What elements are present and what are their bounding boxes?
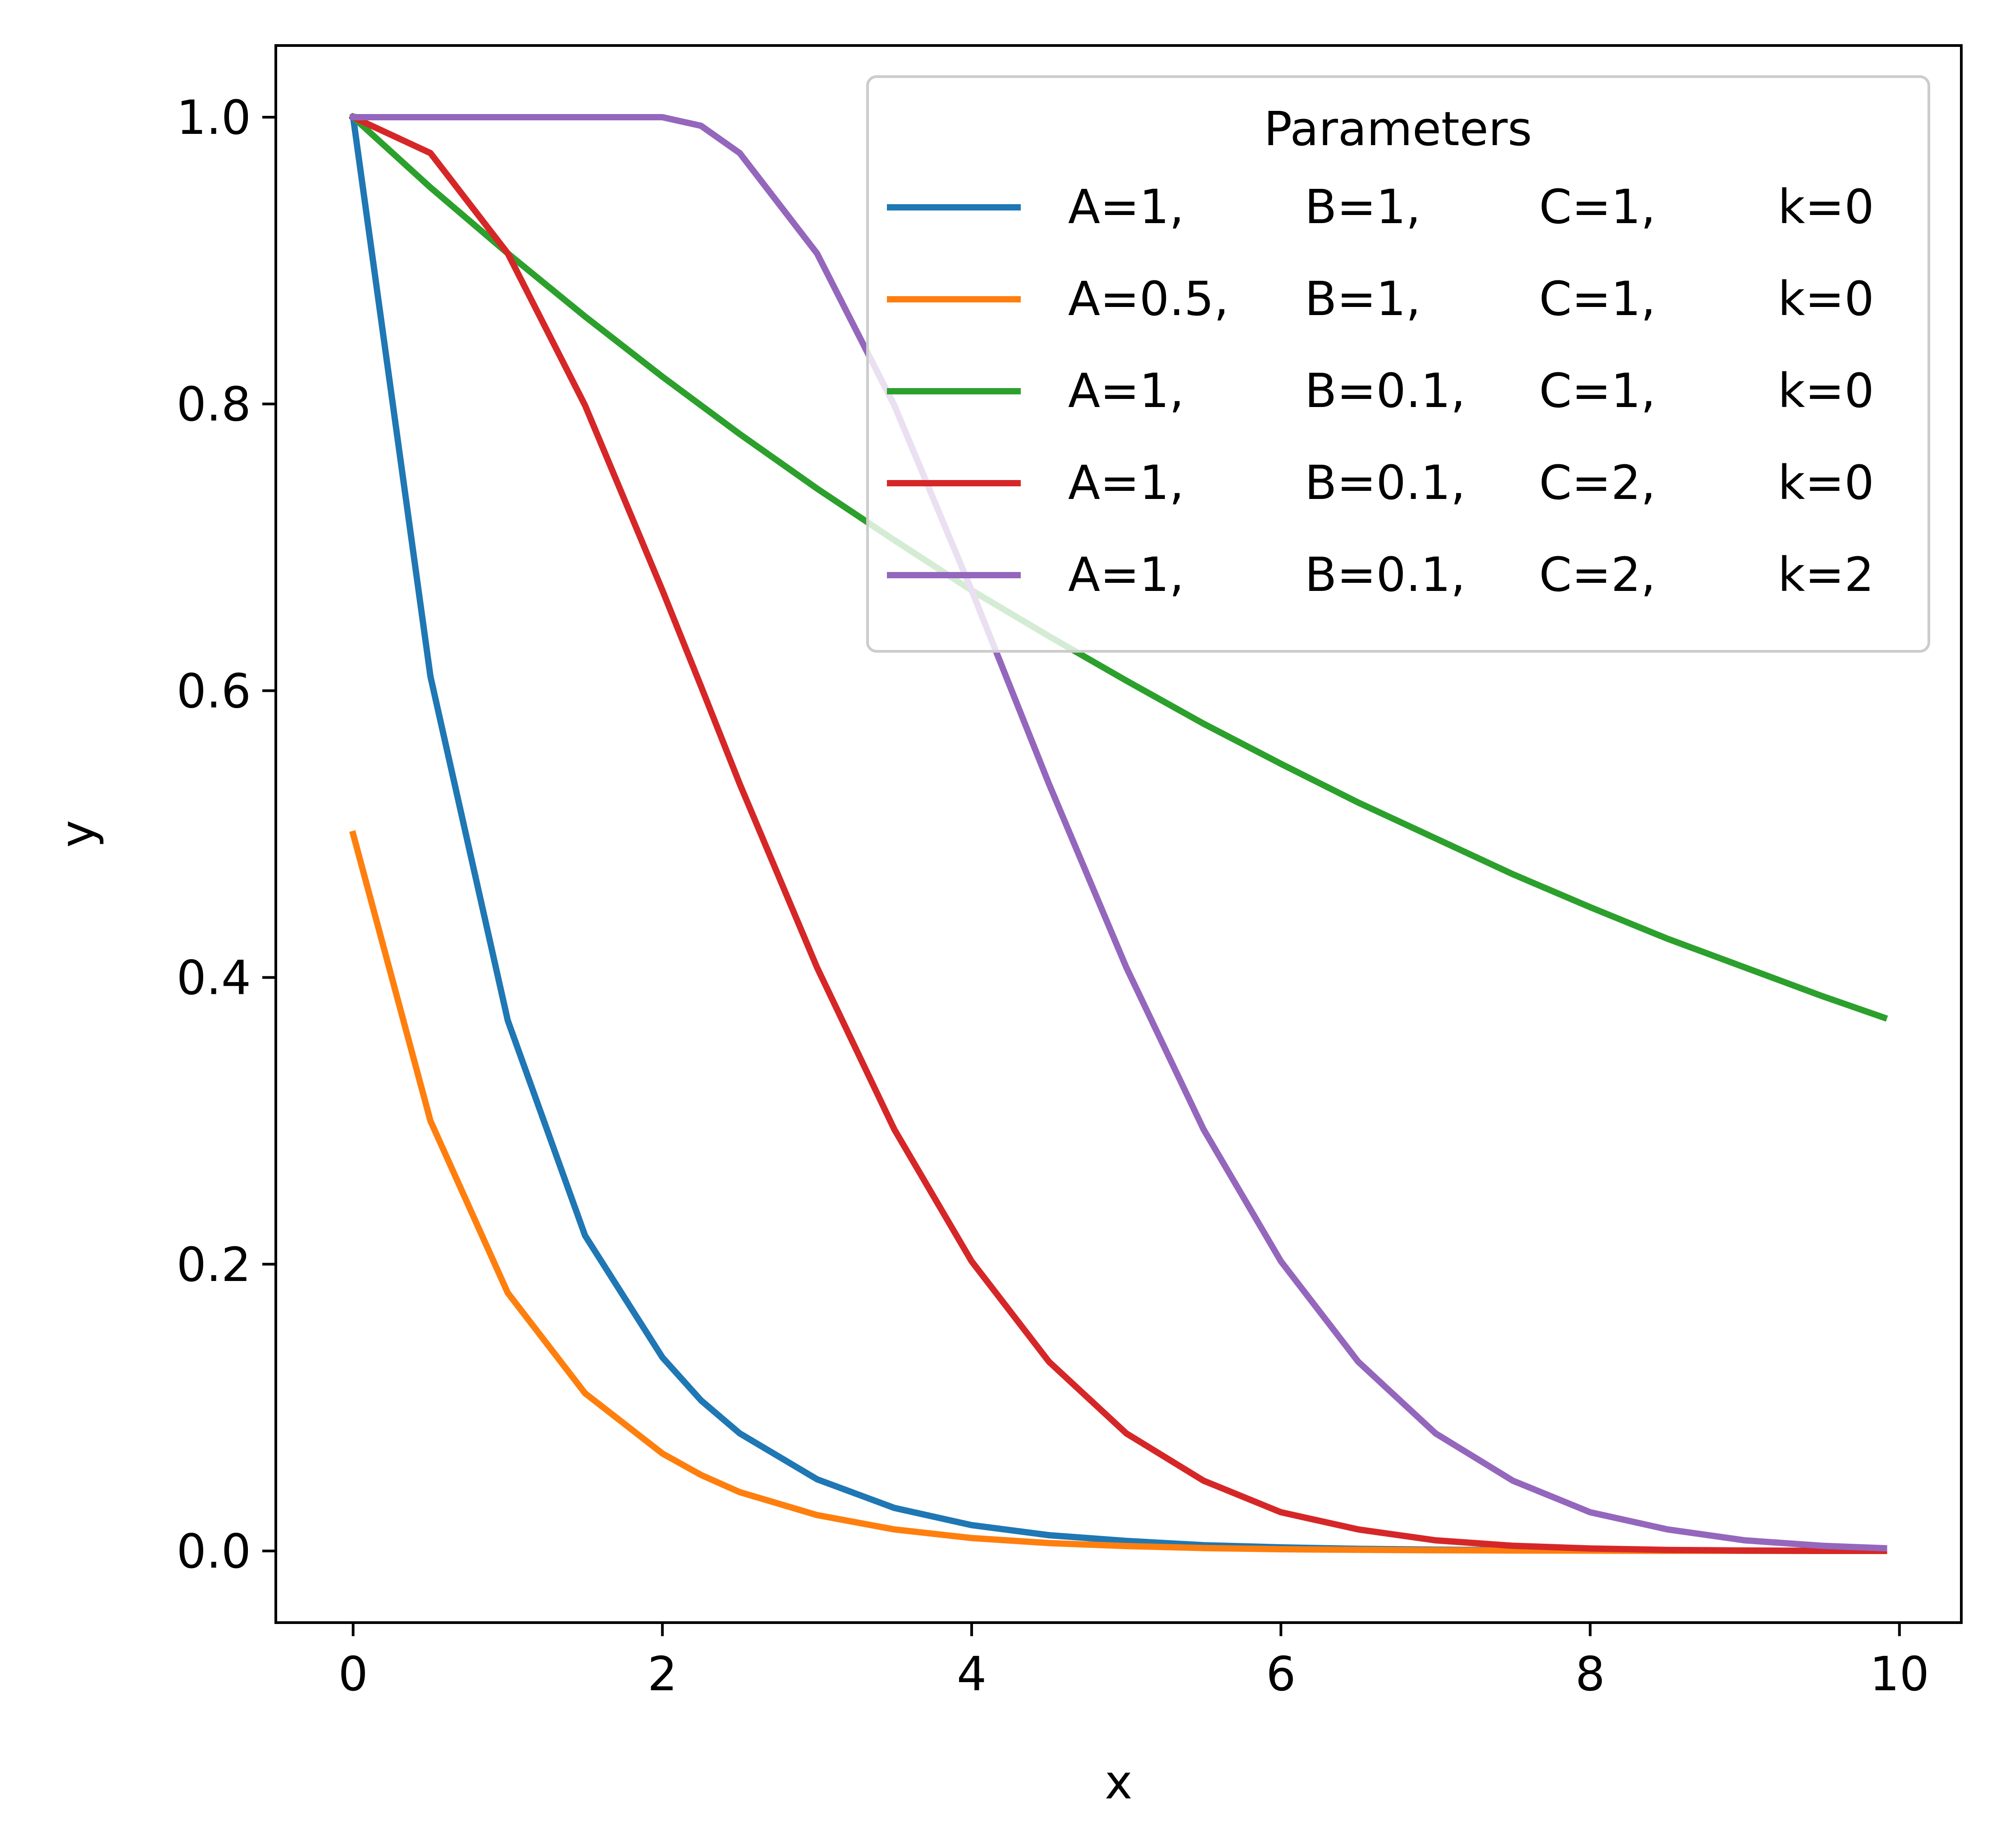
legend-entry-2-B: B=1, — [1305, 271, 1421, 326]
legend-entry-5-C: C=2, — [1539, 547, 1656, 602]
legend-entry-2-A: A=0.5, — [1068, 271, 1229, 326]
legend-entry-1-A: A=1, — [1068, 179, 1184, 234]
y-tick-label: 0.0 — [177, 1524, 251, 1579]
x-tick-label: 2 — [648, 1647, 677, 1702]
series-line-5 — [350, 114, 1887, 1552]
legend-entry-1-C: C=1, — [1539, 179, 1656, 234]
legend-entry-1-k: k=0 — [1778, 179, 1874, 234]
legend-entry-3-k: k=0 — [1778, 363, 1874, 418]
legend-entry-3-A: A=1, — [1068, 363, 1184, 418]
legend-entry-1-B: B=1, — [1305, 179, 1421, 234]
x-axis-ticks: 0 2 4 6 8 10 — [338, 1623, 1929, 1702]
legend-entry-5-A: A=1, — [1068, 547, 1184, 602]
y-tick-label: 0.4 — [177, 951, 251, 1006]
legend-entry-3-C: C=1, — [1539, 363, 1656, 418]
legend-entry-4-B: B=0.1, — [1305, 455, 1466, 510]
legend-entry-4-C: C=2, — [1539, 455, 1656, 510]
series-lines — [348, 113, 1888, 1554]
y-tick-label: 1.0 — [177, 90, 251, 145]
y-tick-label: 0.6 — [177, 663, 251, 718]
legend-entry-5-B: B=0.1, — [1305, 547, 1466, 602]
x-tick-label: 0 — [338, 1647, 368, 1702]
x-tick-label: 6 — [1266, 1647, 1296, 1702]
y-tick-label: 0.2 — [177, 1237, 251, 1292]
legend-entry-2-C: C=1, — [1539, 271, 1656, 326]
legend-title: Parameters — [1264, 101, 1532, 156]
legend-entry-4-k: k=0 — [1778, 455, 1874, 510]
legend-entry-2-k: k=0 — [1778, 271, 1874, 326]
legend-entry-3-B: B=0.1, — [1305, 363, 1466, 418]
series-line-3 — [348, 113, 1888, 1022]
x-tick-label: 10 — [1870, 1647, 1929, 1702]
plot-frame — [274, 44, 1963, 1624]
x-tick-label: 4 — [957, 1647, 987, 1702]
y-axis-label: y — [50, 820, 105, 848]
y-axis-ticks: 0.0 0.2 0.4 0.6 0.8 1.0 — [177, 90, 276, 1579]
y-tick-label: 0.8 — [177, 377, 251, 432]
legend: Parameters A=1, B=1, C=1, k=0 A=0.5, B=1, C=1,… — [866, 75, 1930, 653]
series-line-4 — [349, 113, 1887, 1554]
x-tick-label: 8 — [1575, 1647, 1605, 1702]
legend-entry-5-k: k=2 — [1778, 547, 1874, 602]
x-axis-label: x — [1105, 1755, 1133, 1810]
legend-entry-4-A: A=1, — [1068, 455, 1184, 510]
legend-box — [866, 75, 1930, 653]
legend-entries: A=1, B=1, C=1, k=0 A=0.5, B=1, C=1, k=0 A=1, B=0.… — [887, 179, 1874, 602]
